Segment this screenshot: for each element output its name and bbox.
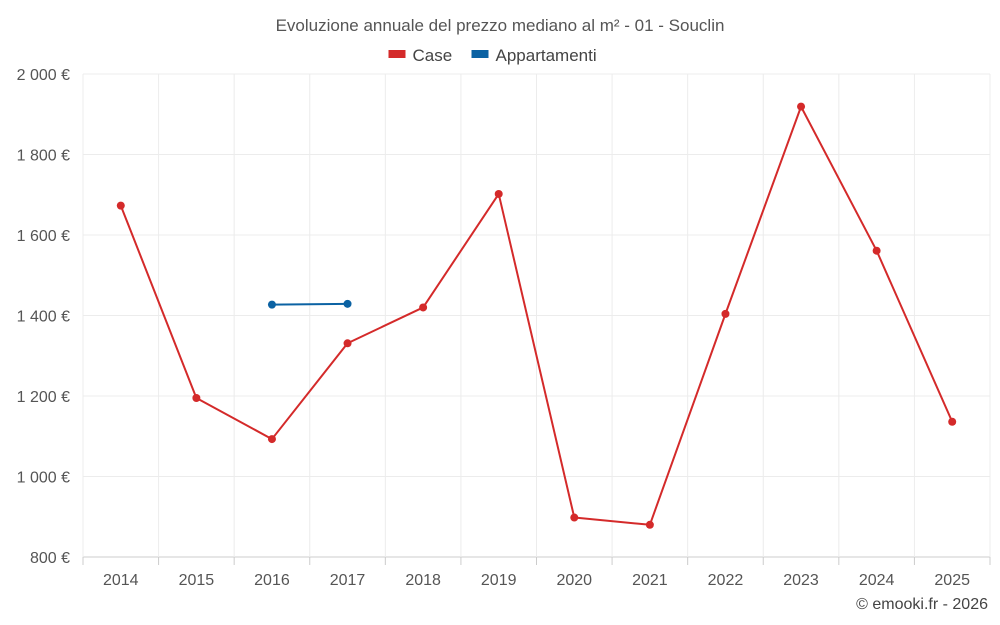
- data-point-case[interactable]: [570, 513, 579, 522]
- x-tick-label: 2019: [481, 572, 517, 589]
- plot-area: [116, 102, 957, 529]
- legend-item-appartamenti[interactable]: Appartamenti: [471, 46, 597, 65]
- x-axis: 2014 2015 2016 2017 2018 2019 2020 2021 2022 2023…: [82, 557, 991, 589]
- x-tick-label: 2015: [179, 572, 215, 589]
- x-tick-label: 2022: [708, 572, 744, 589]
- x-tick-label: 2018: [405, 572, 441, 589]
- x-tick-label: 2025: [934, 572, 970, 589]
- legend-swatch: [471, 50, 489, 58]
- y-tick-label: 2 000 €: [17, 67, 70, 84]
- chart-title: Evoluzione annuale del prezzo mediano al…: [276, 16, 725, 35]
- x-tick-label: 2021: [632, 572, 668, 589]
- data-point-case[interactable]: [948, 417, 957, 426]
- data-point-appartamenti[interactable]: [343, 299, 352, 308]
- x-tick-label: 2016: [254, 572, 290, 589]
- legend-label: Appartamenti: [496, 46, 597, 65]
- y-tick-label: 1 000 €: [17, 470, 70, 487]
- data-point-case[interactable]: [419, 303, 428, 312]
- gridlines: [82, 73, 991, 558]
- data-point-case[interactable]: [494, 189, 503, 198]
- legend-item-case[interactable]: Case: [388, 46, 453, 65]
- data-point-case[interactable]: [797, 102, 806, 111]
- x-tick-label: 2017: [330, 572, 366, 589]
- legend-label: Case: [413, 46, 453, 65]
- legend: Case Appartamenti: [388, 46, 597, 65]
- y-tick-label: 800 €: [30, 550, 70, 567]
- data-point-case[interactable]: [267, 435, 276, 444]
- data-point-case[interactable]: [192, 394, 201, 403]
- y-tick-label: 1 200 €: [17, 389, 70, 406]
- x-tick-label: 2023: [783, 572, 819, 589]
- data-point-case[interactable]: [721, 309, 730, 318]
- credit-text: © emooki.fr - 2026: [856, 596, 988, 613]
- y-axis: 800 € 1 000 € 1 200 € 1 400 € 1 600 € 1 800 €…: [17, 67, 70, 567]
- data-point-case[interactable]: [872, 246, 881, 255]
- data-point-appartamenti[interactable]: [267, 300, 276, 309]
- data-point-case[interactable]: [645, 520, 654, 529]
- x-tick-label: 2024: [859, 572, 895, 589]
- data-point-case[interactable]: [116, 201, 125, 210]
- data-point-case[interactable]: [343, 339, 352, 348]
- series-line-case: [119, 105, 954, 526]
- y-tick-label: 1 400 €: [17, 309, 70, 326]
- y-tick-label: 1 800 €: [17, 148, 70, 165]
- x-tick-label: 2020: [556, 572, 592, 589]
- series-line-appartamenti: [271, 302, 348, 306]
- y-tick-label: 1 600 €: [17, 228, 70, 245]
- legend-swatch: [388, 50, 406, 58]
- x-tick-label: 2014: [103, 572, 139, 589]
